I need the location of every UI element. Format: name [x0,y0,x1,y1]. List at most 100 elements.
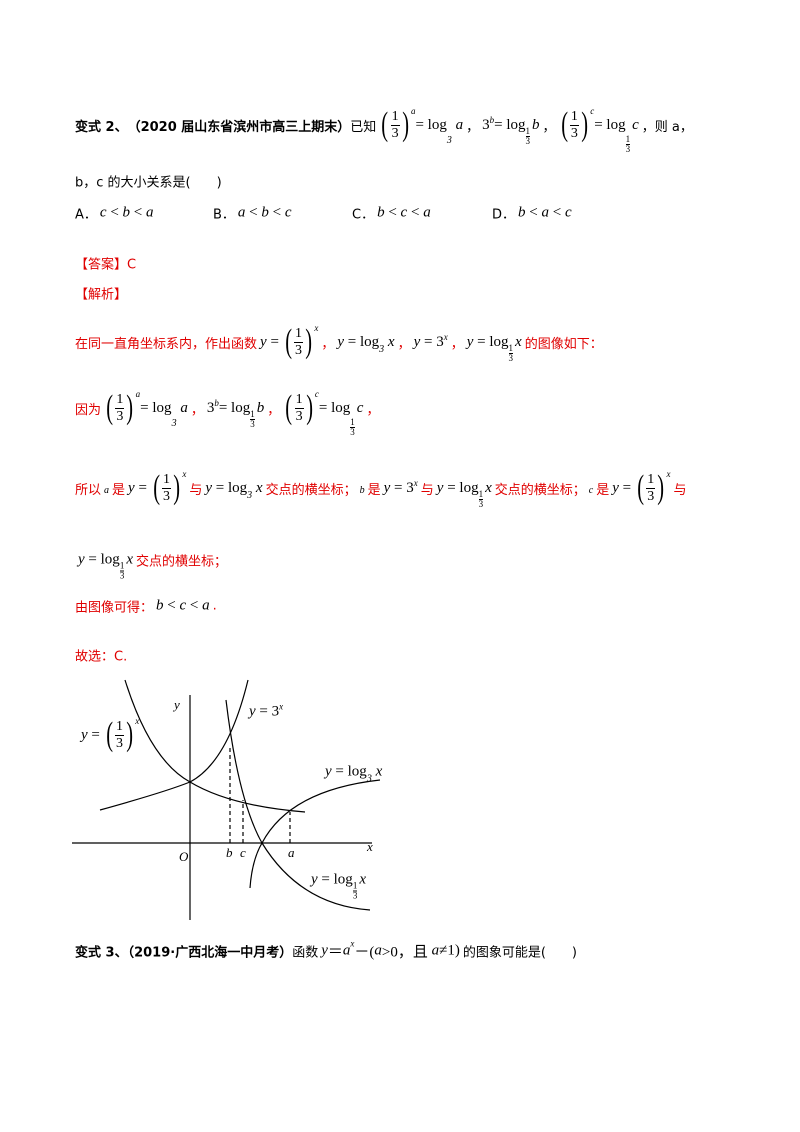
superscript: b [214,397,219,408]
paren-fraction: (1 3) [104,718,136,752]
text: 所以 [75,482,102,498]
formula: y = (1 3) x [612,469,670,505]
paren: ) [173,469,181,506]
math-text: = log [212,479,248,496]
math-text: ≠1) [439,942,460,959]
superscript: x [314,323,319,333]
subscript: 3 [379,343,385,355]
math-var: a [374,942,382,959]
formula: a [104,485,109,496]
formula: b < c < a [156,598,210,615]
formula: (1 3) a = log 3 a [104,389,188,429]
math-var: c [99,204,107,221]
math-var: c [356,399,364,416]
paren: ) [305,389,313,426]
math-var: x [252,479,263,496]
curve-log3 [249,779,381,889]
math-var: c [632,116,639,133]
numerator: 1 [525,125,531,137]
formula: y = log 1 3 x [311,871,366,901]
curve-label: y = (1 3) x [78,716,142,752]
denominator: 3 [647,488,655,504]
numerator: 1 [119,560,125,572]
text: ， [321,336,335,352]
math-text: ＝ [327,944,343,961]
math-var: b [156,597,164,614]
axis-label: y [174,697,180,712]
math-var: x [371,763,383,780]
math-var: x [485,479,492,496]
text-line: 【解析】 [75,284,127,303]
paren-fraction: (1 3) [104,391,136,425]
denominator: 3 [116,408,124,424]
text: ， [267,402,281,418]
math-var: a [342,942,351,959]
numerator: 1 [293,325,303,343]
paren: ( [105,716,113,753]
math-var: b [532,116,540,133]
text: 在同一直角坐标系内，作出函数 [75,336,258,352]
text: 与 [420,482,434,498]
math-var: a [541,204,549,221]
text: 的图象可能是( ) [462,945,578,961]
superscript: a [410,106,416,116]
option-letter: B． [213,207,235,223]
option: A． c < b < a [75,204,157,223]
text: （2020 届山东省滨州市高三上期末） [127,119,351,135]
text: 【解析】 [75,287,128,303]
math-var: y [466,333,474,350]
text: 变式 3、（2019·广西北海一中月考） [75,945,293,961]
math-var: a [237,204,246,221]
paren: ) [126,389,134,426]
option-letter: D． [492,207,516,223]
math-text: = log [594,116,626,133]
math-text: = log [318,399,351,416]
math-text: < [384,204,401,221]
paren-fraction: (1 3) [151,471,183,505]
formula: y = log 3 x [337,334,394,355]
math-var: y [81,726,88,743]
paren-fraction: (1 3) [283,325,315,359]
formula: b < a < c [518,205,572,222]
superscript: x [413,477,418,488]
math-var: y [128,479,135,496]
math-text: = 3 [390,479,414,496]
paren: ) [581,106,588,143]
paren-fraction: (1 3) [635,471,667,505]
denominator: 3 [163,488,170,504]
text: 因为 [75,402,102,418]
text: ， [190,402,204,418]
math-var: b [261,204,269,221]
text: 变式 2、 [75,119,128,135]
math-var: y [78,551,85,568]
option: B． a < b < c [213,204,295,223]
math-text: = log [317,871,353,888]
math-var: a [451,116,464,133]
formula: b [360,485,365,496]
text: ， [466,119,480,135]
subscript: a [104,484,110,496]
math-text: = log [473,333,509,350]
numerator: 1 [114,718,124,736]
numerator: 1 [115,391,125,409]
text-line: y = log 1 3 x 交点的横坐标； [75,551,227,581]
option: C． b < c < a [352,204,434,223]
math-text: < [407,204,424,221]
denominator: 3 [250,418,255,429]
numerator: 1 [250,408,255,420]
superscript: x [350,938,355,949]
origin-label: O [179,849,189,864]
paren: ) [126,716,134,753]
superscript: x [443,331,448,342]
text-line: 变式 2、 （2020 届山东省滨州市高三上期末） 已知(1 3) a = log 3 a，… [75,106,693,154]
math-text: = 3 [420,333,444,350]
math-text: = [87,726,104,743]
